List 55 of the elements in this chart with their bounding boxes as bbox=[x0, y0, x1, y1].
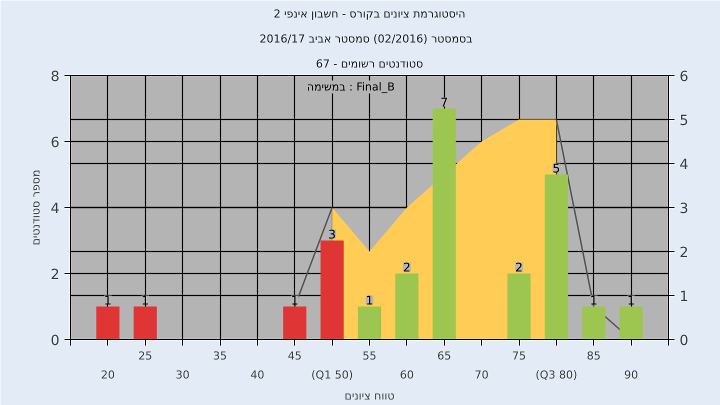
bar bbox=[134, 306, 157, 340]
y2-tick-label: 6 bbox=[680, 69, 688, 85]
bar bbox=[320, 240, 344, 340]
x-tick-label: 55 bbox=[362, 350, 376, 362]
x-tick-label: 40 bbox=[250, 368, 264, 382]
x-tick-label: (Q1 50) bbox=[311, 368, 353, 382]
y2-tick-label: 0 bbox=[680, 333, 688, 349]
bar bbox=[432, 108, 456, 340]
x-tick-label: 85 bbox=[586, 350, 601, 362]
annotation: במשימה : Final_B bbox=[306, 80, 395, 94]
data-label: 1 bbox=[627, 294, 635, 308]
x-tick-label: 45 bbox=[288, 350, 302, 362]
x-axis-title: טווח ציונים bbox=[344, 390, 394, 402]
bar bbox=[358, 306, 382, 340]
x-tick-label: (Q3 80) bbox=[536, 368, 578, 382]
data-label: 3 bbox=[328, 228, 336, 242]
y2-tick-label: 1 bbox=[680, 289, 688, 305]
x-tick-label: 75 bbox=[512, 350, 526, 362]
text: סטודנטים רשומים - 67 bbox=[316, 58, 424, 70]
y-axis-title: מספר סטודנטים bbox=[30, 170, 43, 246]
bar bbox=[96, 306, 120, 340]
data-label: 1 bbox=[590, 294, 598, 308]
data-label: 1 bbox=[366, 294, 374, 308]
y-tick-label: 2 bbox=[50, 267, 60, 283]
y2-tick-label: 4 bbox=[680, 157, 688, 173]
x-tick-label: 25 bbox=[138, 350, 152, 362]
y2-tick-label: 3 bbox=[680, 201, 688, 217]
y2-tick-label: 2 bbox=[680, 245, 688, 261]
y-tick-label: 6 bbox=[50, 135, 60, 151]
y2-tick-label: 5 bbox=[680, 113, 688, 129]
chart-subtitle: בסמסטר (02/2016) סמסטר אביב 2016/17 bbox=[259, 32, 473, 46]
data-label: 1 bbox=[141, 294, 150, 308]
data-label: 5 bbox=[552, 162, 560, 176]
data-label: 1 bbox=[104, 294, 112, 308]
bar bbox=[507, 274, 531, 340]
x-tick-label: 60 bbox=[400, 368, 414, 382]
x-tick-label: 30 bbox=[176, 368, 190, 382]
data-label: 1 bbox=[290, 294, 299, 308]
data-label: 7 bbox=[440, 96, 448, 110]
chart-title: היסטוגרמת ציונים בקורס - חשבון אינפי 2 bbox=[274, 8, 466, 20]
bar bbox=[582, 306, 606, 340]
x-tick-label: 65 bbox=[437, 350, 452, 362]
x-tick-label: 35 bbox=[213, 350, 227, 362]
y-tick-label: 0 bbox=[50, 333, 60, 349]
data-label: 2 bbox=[515, 260, 523, 274]
bar bbox=[283, 306, 306, 340]
x-tick-label: 20 bbox=[100, 368, 115, 382]
x-tick-label: 90 bbox=[624, 368, 638, 382]
y-tick-label: 4 bbox=[50, 201, 60, 217]
bar bbox=[395, 274, 418, 340]
x-tick-label: 70 bbox=[474, 368, 489, 382]
bar bbox=[620, 306, 643, 340]
data-label: 2 bbox=[403, 260, 411, 274]
y-tick-label: 8 bbox=[50, 69, 60, 85]
bar bbox=[544, 174, 568, 340]
